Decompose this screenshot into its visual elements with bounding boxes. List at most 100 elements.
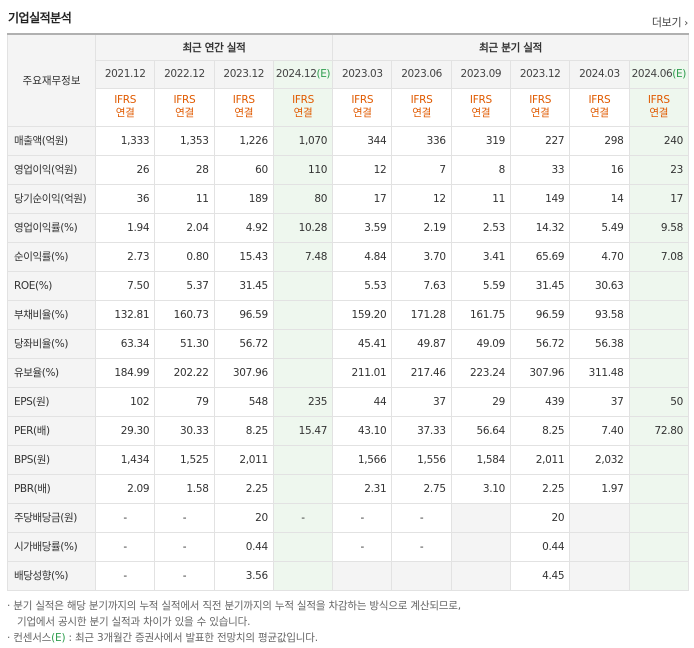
consolidated-label: 연결 [412,107,431,119]
table-cell [272,270,334,301]
ifrs-row: IFRS 연결 IFRS 연결 IFRS 연결 IFRS 연결 IFRS 연결 IFRS 연결 IFRS… [8,87,690,127]
table-cell: 0.80 [154,241,215,272]
table-cell: 160.73 [154,299,215,330]
table-cell: 16 [569,154,630,185]
table-cell: 96.59 [213,299,274,330]
table-cell: 1.58 [154,473,215,504]
table-cell: 56.38 [569,328,630,359]
row-label: BPS(원) [6,444,97,475]
period-header: 2022.12 [154,59,215,89]
table-row: 순이익률(%) 2.73 0.80 15.43 7.48 4.84 3.70 3.41 65.6… [6,241,690,272]
table-cell: 36 [95,183,156,214]
table-cell: 96.59 [509,299,571,330]
more-link[interactable]: 더보기 › [652,14,688,30]
table-cell: 23 [628,154,690,185]
ifrs-cell: IFRS 연결 [272,87,334,127]
ifrs-label: IFRS [232,94,255,106]
table-cell: 2,011 [509,444,571,475]
table-cell: 0.44 [509,531,571,562]
table-cell: 7.50 [95,270,156,301]
table-cell: 0.44 [213,531,274,562]
row-label: 배당성향(%) [6,560,97,591]
table-cell [272,531,334,562]
table-row: 영업이익률(%) 1.94 2.04 4.92 10.28 3.59 2.19 2.53 14.… [6,212,690,243]
table-cell: 11 [154,183,215,214]
more-label[interactable]: 더보기 [651,16,682,29]
table-cell: 80 [272,183,334,214]
table-cell: 63.34 [95,328,156,359]
consolidated-label: 연결 [352,107,372,119]
row-label: 영업이익률(%) [6,212,97,243]
table-cell: 5.49 [569,212,630,243]
table-cell: 29 [450,386,512,417]
consolidated-label: 연결 [234,107,254,119]
table-cell [569,560,630,591]
table-cell [628,357,690,388]
table-cell: 20 [509,502,571,533]
period-label: 2023.09 [460,68,502,80]
table-cell: 7.08 [628,241,690,272]
table-cell [450,531,512,562]
ifrs-cell: IFRS 연결 [450,87,512,127]
table-cell: 1,226 [213,125,274,156]
table-cell: 56.72 [509,328,571,359]
chevron-right-icon[interactable]: › [684,18,688,29]
table-cell: 9.58 [628,212,690,243]
table-cell: 44 [332,386,393,417]
consolidated-label: 연결 [649,107,669,119]
table-cell: 7.40 [569,415,630,446]
table-cell: 5.53 [332,270,393,301]
table-cell: 37 [569,386,630,417]
table-cell: 1,353 [154,125,215,156]
table-cell: 33 [509,154,571,185]
table-cell [628,531,690,562]
ifrs-label: IFRS [410,94,433,106]
table-cell [450,560,512,591]
table-cell: 1.94 [95,212,156,243]
table-cell: 8.25 [509,415,571,446]
ifrs-cell: IFRS 연결 [509,87,571,127]
row-label: 부채비율(%) [6,299,97,330]
table-cell: 184.99 [95,357,156,388]
period-header: 2024.06(E) [628,59,690,89]
table-cell: 93.58 [569,299,630,330]
table-cell [628,560,690,591]
table-cell: 28 [154,154,215,185]
table-cell: 30.63 [569,270,630,301]
table-row: 영업이익(억원) 26 28 60 110 12 7 8 33 16 23 [6,154,690,185]
note-consensus-prefix: · 컨센서스 [7,632,52,644]
period-label: 2023.03 [341,68,383,80]
consolidated-label: 연결 [530,107,550,119]
ifrs-cell: IFRS 연결 [95,87,156,127]
table-cell: 17 [628,183,690,214]
table-cell: 3.10 [450,473,512,504]
table-cell: 336 [391,125,452,156]
table-row: 매출액(억원) 1,333 1,353 1,226 1,070 344 336 319 227 2… [6,125,690,156]
table-cell: - [272,502,334,533]
section-header: 기업실적분석 더보기 › [0,0,694,34]
row-label: 매출액(억원) [6,125,97,156]
period-row: 2021.12 2022.12 2023.12 2024.12(E) 2023.03 20… [8,59,690,89]
table-cell: 1,525 [154,444,215,475]
table-cell: 51.30 [154,328,215,359]
table-row: 유보율(%) 184.99 202.22 307.96 211.01 217.46 223.… [6,357,690,388]
table-cell: 161.75 [450,299,512,330]
estimate-mark: (E) [51,632,66,644]
table-cell: 2,032 [569,444,630,475]
table-cell: 50 [628,386,690,417]
row-label: 영업이익(억원) [6,154,97,185]
period-header: 2024.03 [569,59,630,89]
row-label: PER(배) [6,415,97,446]
period-label: 2023.12 [519,68,561,80]
table-cell: 37.33 [391,415,452,446]
table-cell: 3.59 [332,212,393,243]
consolidated-label: 연결 [471,107,491,119]
table-cell: 11 [450,183,512,214]
ifrs-label: IFRS [114,94,137,106]
ifrs-cell: IFRS 연결 [391,87,452,127]
note-quarterly-cont: 기업에서 공시한 분기 실적과 차이가 있을 수 있습니다. [17,616,251,628]
label-header: 주요재무정보 [6,33,97,127]
table-cell: 1,556 [391,444,452,475]
table-cell: 110 [272,154,334,185]
table-cell: - [95,531,156,562]
